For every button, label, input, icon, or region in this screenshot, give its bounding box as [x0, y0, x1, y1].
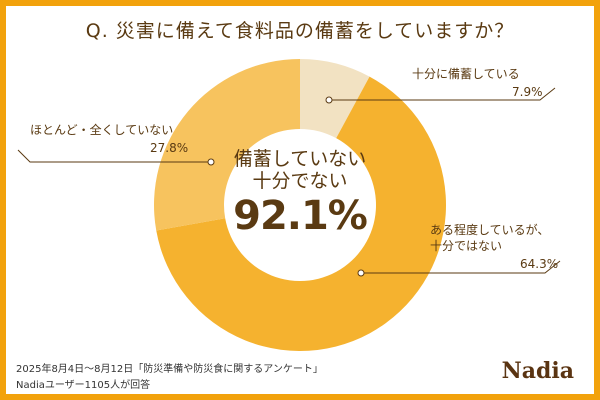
footer-survey: 2025年8月4日～8月12日「防災準備や防災食に関するアンケート」 — [16, 364, 323, 375]
footer-respondents: Nadiaユーザー1105人が回答 — [16, 380, 151, 391]
value-sufficient: 7.9% — [512, 85, 543, 99]
slice-none — [153, 59, 300, 231]
nadia-logo: Nadia — [501, 358, 574, 384]
label-sufficient: 十分に備蓄している — [412, 67, 520, 81]
chart-title: Q. 災害に備えて食料品の備蓄をしていますか？ — [85, 20, 515, 42]
leader-dot — [357, 269, 365, 277]
slice-some — [156, 76, 446, 352]
label-some-line2: 十分ではない — [430, 239, 503, 253]
leader-line — [17, 149, 211, 163]
leader-dot — [325, 96, 333, 104]
leader-line — [329, 87, 556, 101]
slice-sufficient — [300, 59, 370, 139]
value-some: 64.3% — [520, 257, 559, 271]
center-value: 92.1% — [233, 193, 368, 239]
value-none: 27.8% — [150, 141, 189, 155]
label-some-line1: ある程度しているが、 — [430, 223, 550, 237]
label-none: ほとんど・全くしていない — [30, 123, 174, 137]
center-summary: 備蓄していない 十分でない 92.1% — [200, 148, 400, 240]
center-line1: 備蓄していない — [233, 148, 367, 170]
leader-dot — [207, 158, 215, 166]
leader-line — [361, 260, 561, 274]
center-line2: 十分でない — [252, 170, 348, 192]
